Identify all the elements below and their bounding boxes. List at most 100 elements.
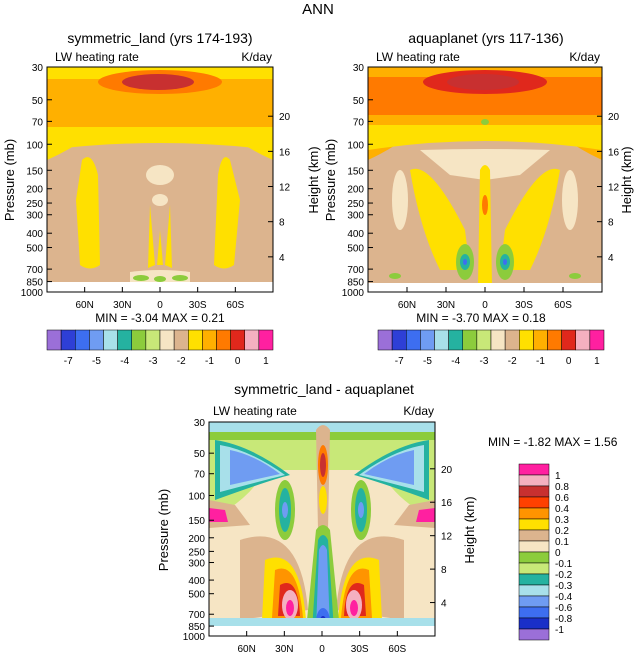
p3-colorbar-swatch-13 <box>518 606 550 619</box>
p1-colorbar-swatch-14 <box>244 329 260 351</box>
p2-ytick-label-9: 500 <box>347 244 364 255</box>
p3-colorbar-label-9: -0.2 <box>555 570 573 581</box>
p2-ytick-label-1: 50 <box>353 96 365 107</box>
p3-colorbar-label-13: -0.8 <box>555 614 573 625</box>
p2-colorbar-label-0: -7 <box>395 356 404 367</box>
p1-ytick-label-0: 30 <box>32 63 44 74</box>
p1-y2tick-label-1: 16 <box>279 147 291 158</box>
panel2-left-label: LW heating rate <box>376 50 460 64</box>
p1-colorbar-swatch-10 <box>188 329 203 351</box>
p3-colorbar-swatch-7 <box>518 540 550 553</box>
p2-y2tick-label-2: 12 <box>608 183 620 194</box>
p1-colorbar-swatch-9 <box>173 329 189 351</box>
p2-ytick-label-12: 1000 <box>342 288 365 299</box>
p3-ytick-label-7: 300 <box>188 559 205 570</box>
p1-ytick-label-3: 100 <box>26 140 43 151</box>
panel3-right-label: K/day <box>403 404 434 418</box>
p2-colorbar-label-3: -3 <box>479 356 488 367</box>
panel3-contour-field <box>209 422 435 636</box>
panel1-left-label: LW heating rate <box>55 50 139 64</box>
p2-ytick-label-0: 30 <box>353 63 365 74</box>
p2-ytick-label-5: 200 <box>347 185 364 196</box>
p1-colorbar-label-7: 1 <box>263 356 269 367</box>
p1-xtick-label-0: 60N <box>75 300 93 311</box>
panel1-ylabel: Pressure (mb) <box>2 139 17 221</box>
p1-colorbar-label-3: -3 <box>148 356 157 367</box>
p2-ytick-label-7: 300 <box>347 211 364 222</box>
panel3-title: symmetric_land - aquaplanet <box>234 381 414 397</box>
p1-ytick-label-7: 300 <box>26 211 43 222</box>
p2-ytick-label-6: 250 <box>347 199 364 210</box>
p3-ytick-label-8: 400 <box>188 576 205 587</box>
p1-colorbar-swatch-13 <box>230 329 245 351</box>
p2-colorbar-swatch-11 <box>533 329 548 351</box>
panel3-y2label: Height (km) <box>462 496 477 563</box>
p2-colorbar-swatch-2 <box>406 329 421 351</box>
panel2-right-label: K/day <box>569 50 600 64</box>
p1-colorbar-label-6: 0 <box>235 356 241 367</box>
p3-colorbar-swatch-1 <box>518 474 550 487</box>
p3-ytick-label-1: 50 <box>194 449 206 460</box>
p3-colorbar-swatch-15 <box>518 628 550 641</box>
p3-colorbar-swatch-11 <box>518 584 550 597</box>
p3-ytick-label-12: 1000 <box>183 632 206 643</box>
p3-colorbar-label-4: 0.3 <box>555 515 569 526</box>
p2-colorbar-swatch-9 <box>504 329 520 351</box>
p1-colorbar-swatch-4 <box>103 329 118 351</box>
p1-colorbar-swatch-6 <box>131 329 147 351</box>
p3-colorbar-swatch-6 <box>518 529 550 542</box>
p2-y2tick-label-4: 4 <box>608 253 614 264</box>
p2-xtick-label-2: 0 <box>482 300 488 311</box>
p3-colorbar-swatch-5 <box>518 518 550 531</box>
p1-y2tick-label-3: 8 <box>279 218 285 229</box>
p2-ytick-label-2: 70 <box>353 117 365 128</box>
p1-colorbar-label-0: -7 <box>64 356 73 367</box>
p1-xtick-label-3: 30S <box>189 300 207 311</box>
p1-xtick-label-4: 60S <box>226 300 244 311</box>
p1-xtick-label-1: 30N <box>113 300 131 311</box>
p1-colorbar-label-4: -2 <box>177 356 186 367</box>
panel-symmetric-land: symmetric_land (yrs 174-193) LW heating … <box>2 30 321 367</box>
p3-ytick-label-6: 250 <box>188 547 205 558</box>
p3-colorbar-swatch-14 <box>518 617 550 630</box>
p1-ytick-label-12: 1000 <box>21 288 44 299</box>
panel-difference: symmetric_land - aquaplanet LW heating r… <box>156 381 618 655</box>
p3-y2tick-label-0: 20 <box>441 465 453 476</box>
p1-colorbar-swatch-11 <box>202 329 217 351</box>
p2-xtick-label-0: 60N <box>398 300 416 311</box>
p2-ytick-label-4: 150 <box>347 166 364 177</box>
panel2-y2label: Height (km) <box>619 146 634 213</box>
p1-colorbar-label-5: -1 <box>205 356 214 367</box>
p2-colorbar-swatch-1 <box>391 329 407 351</box>
p3-colorbar-swatch-8 <box>518 551 550 564</box>
p1-ytick-label-8: 400 <box>26 229 43 240</box>
p3-colorbar-swatch-3 <box>518 496 550 509</box>
panel-aquaplanet: aquaplanet (yrs 117-136) LW heating rate… <box>323 30 634 367</box>
p2-xtick-label-4: 60S <box>554 300 572 311</box>
p3-xtick-label-1: 30N <box>275 644 293 655</box>
p2-ytick-label-11: 850 <box>347 278 364 289</box>
p2-colorbar-label-4: -2 <box>508 356 517 367</box>
p3-colorbar-label-7: 0 <box>555 548 561 559</box>
p3-ytick-label-4: 150 <box>188 516 205 527</box>
p1-y2tick-label-0: 20 <box>279 112 291 123</box>
p3-ytick-label-5: 200 <box>188 534 205 545</box>
p2-colorbar-swatch-3 <box>420 329 435 351</box>
p3-colorbar-label-8: -0.1 <box>555 559 573 570</box>
p2-colorbar-label-5: -1 <box>536 356 545 367</box>
p1-ytick-label-10: 700 <box>26 265 43 276</box>
p2-xtick-label-3: 30S <box>515 300 533 311</box>
p1-colorbar-swatch-8 <box>159 329 175 351</box>
p1-ytick-label-2: 70 <box>32 117 44 128</box>
p1-colorbar-swatch-0 <box>46 329 62 351</box>
p3-colorbar-swatch-9 <box>518 562 550 575</box>
panel1-y2label: Height (km) <box>306 146 321 213</box>
p3-colorbar-label-10: -0.3 <box>555 581 573 592</box>
p2-colorbar-swatch-4 <box>434 329 449 351</box>
panel2-ylabel: Pressure (mb) <box>323 139 338 221</box>
panel2-contour-field <box>368 67 602 292</box>
panel3-stats: MIN = -1.82 MAX = 1.56 <box>488 435 618 449</box>
p3-colorbar-swatch-10 <box>518 573 550 586</box>
p3-xtick-label-0: 60N <box>237 644 255 655</box>
